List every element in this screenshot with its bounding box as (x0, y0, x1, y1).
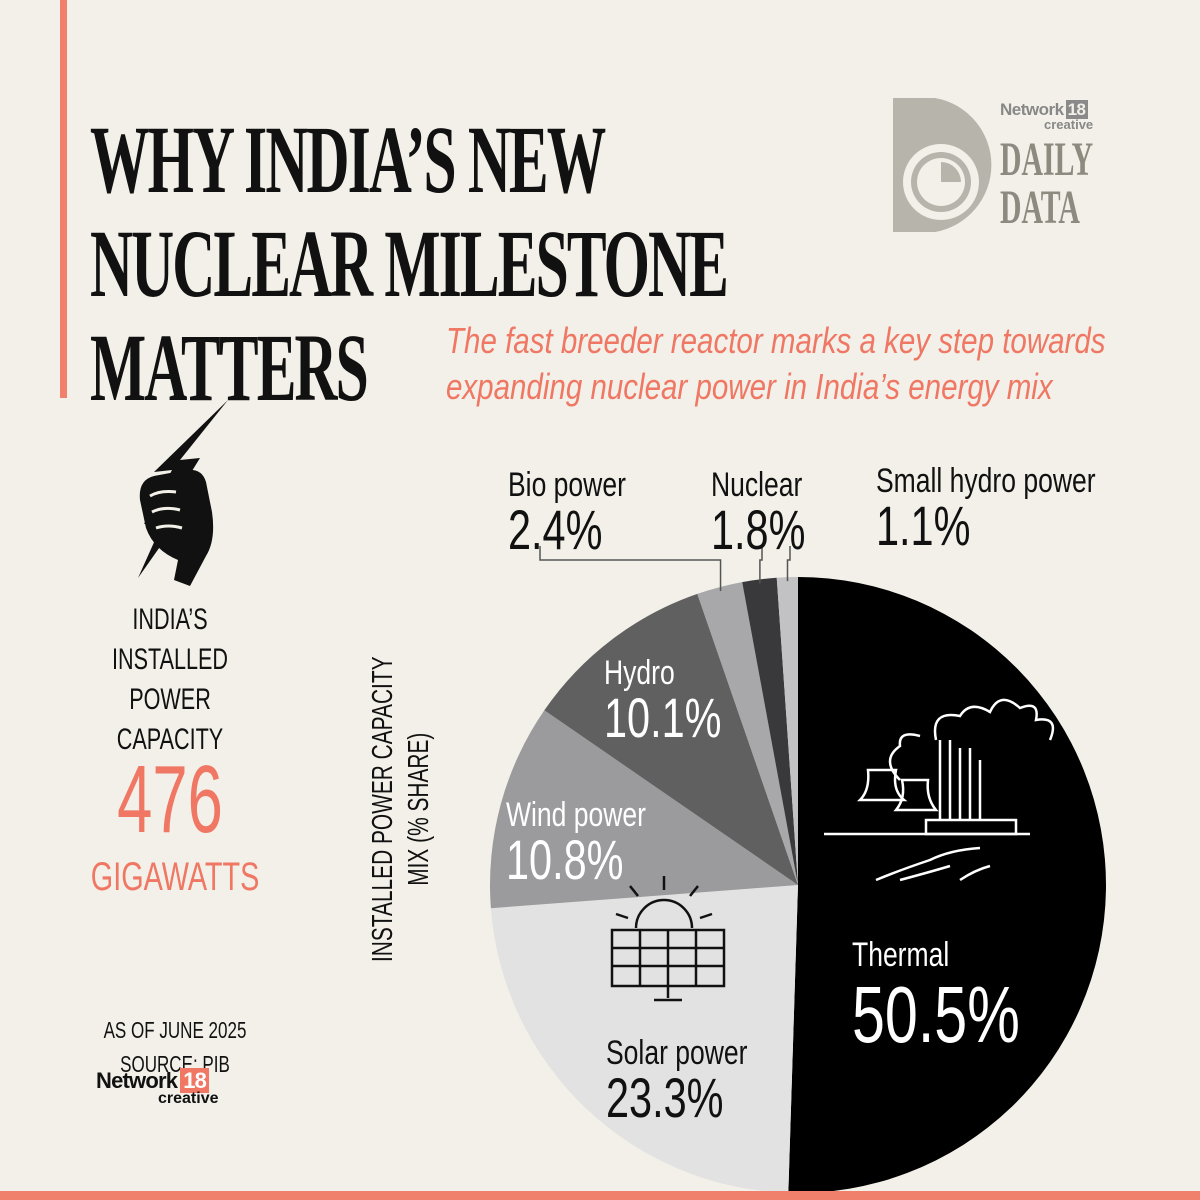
brand-data-word: DATA (1000, 181, 1080, 234)
slice-small-hydro-power (776, 577, 798, 885)
footer-network-label: Network 18 (96, 1068, 219, 1094)
label-hydro: Hydro (604, 654, 675, 692)
value-solar-power: 23.3% (606, 1067, 723, 1130)
label-solar-power: Solar power (606, 1034, 747, 1072)
slice-nuclear (742, 577, 798, 885)
accent-bar (60, 0, 67, 398)
headline: WHY INDIA’S NEW NUCLEAR MILESTONE MATTER… (90, 106, 729, 421)
value-hydro: 10.1% (604, 687, 721, 750)
slice-thermal (788, 577, 1107, 1193)
network18-creative-logo: Network 18 creative (96, 1068, 219, 1108)
power-plant-icon (824, 698, 1055, 882)
fist-lightning-icon (138, 400, 228, 586)
capacity-label-line-2: INSTALLED (111, 643, 229, 676)
label-nuclear: Nuclear (711, 466, 802, 504)
slice-bio-power (697, 582, 798, 885)
headline-line-2: NUCLEAR MILESTONE (90, 210, 729, 317)
label-small-hydro-power: Small hydro power (876, 462, 1096, 500)
brand-network-label: Network 18 (1000, 100, 1088, 120)
subtitle: The fast breeder reactor marks a key ste… (446, 318, 1106, 410)
subtitle-line-1: The fast breeder reactor marks a key ste… (446, 320, 1106, 361)
pie-slices (490, 577, 1107, 1193)
value-nuclear: 1.8% (711, 499, 805, 562)
headline-line-3: MATTERS (90, 314, 369, 421)
subtitle-line-2: expanding nuclear power in India’s energ… (446, 366, 1053, 407)
bottom-bar (0, 1191, 1200, 1200)
slice-wind-power (490, 710, 798, 909)
leader-lines (539, 546, 791, 592)
daily-data-logo-icon (893, 98, 992, 232)
slice-solar-power (490, 885, 798, 1193)
leader-bio-power (539, 546, 722, 592)
capacity-unit: GIGAWATTS (90, 855, 260, 899)
headline-line-1: WHY INDIA’S NEW (90, 106, 606, 213)
value-thermal: 50.5% (852, 969, 1020, 1059)
footer-creative-label: creative (158, 1090, 219, 1107)
value-wind-power: 10.8% (506, 829, 623, 892)
footer-network-text: Network (96, 1068, 178, 1093)
footnote: AS OF JUNE 2025 SOURCE: PIB (75, 1013, 275, 1081)
leader-small-hydro-power (786, 546, 791, 582)
slice-hydro (544, 593, 798, 885)
capacity-label-line-3: POWER (129, 683, 211, 716)
label-wind-power: Wind power (506, 796, 646, 834)
as-of-date: AS OF JUNE 2025 (103, 1017, 247, 1043)
leader-nuclear (759, 546, 763, 584)
label-thermal: Thermal (852, 936, 949, 974)
solar-panel-icon (610, 876, 726, 1002)
capacity-label-line-1: INDIA’S (132, 603, 208, 636)
source-label: SOURCE: PIB (120, 1051, 230, 1077)
brand-network-text: Network (1000, 100, 1064, 119)
footer-network-number: 18 (180, 1068, 210, 1093)
brand-network-number: 18 (1065, 100, 1088, 119)
brand-daily-data: DAILY DATA (1000, 136, 1093, 232)
capacity-label-line-4: CAPACITY (116, 723, 224, 756)
label-bio-power: Bio power (508, 466, 626, 504)
capacity-label: INDIA’S INSTALLED POWER CAPACITY (91, 600, 249, 760)
brand-creative-label: creative (1044, 117, 1094, 132)
value-bio-power: 2.4% (508, 499, 602, 562)
brand-daily-word: DAILY (1000, 133, 1094, 186)
value-small-hydro-power: 1.1% (876, 495, 970, 558)
capacity-value: 476 (117, 746, 223, 853)
